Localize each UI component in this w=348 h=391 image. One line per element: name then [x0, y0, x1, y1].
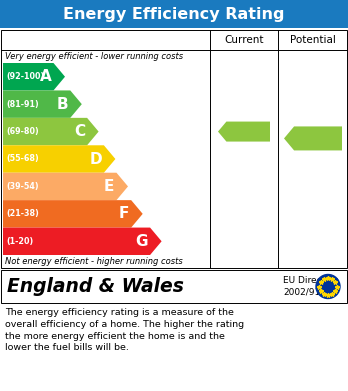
- Text: (39-54): (39-54): [6, 182, 39, 191]
- Text: Energy Efficiency Rating: Energy Efficiency Rating: [63, 7, 285, 22]
- Text: (1-20): (1-20): [6, 237, 33, 246]
- Polygon shape: [3, 90, 82, 118]
- Bar: [0, 0, 348, 28]
- Polygon shape: [3, 145, 116, 173]
- Text: (92-100): (92-100): [6, 72, 44, 81]
- Polygon shape: [3, 63, 65, 90]
- Text: A: A: [40, 69, 52, 84]
- Text: Very energy efficient - lower running costs: Very energy efficient - lower running co…: [5, 52, 183, 61]
- Text: 73: 73: [235, 124, 256, 139]
- Text: D: D: [89, 151, 102, 167]
- Polygon shape: [218, 122, 270, 142]
- Polygon shape: [3, 200, 143, 228]
- Polygon shape: [3, 118, 98, 145]
- Text: England & Wales: England & Wales: [7, 277, 184, 296]
- Text: E: E: [104, 179, 114, 194]
- Polygon shape: [284, 126, 342, 151]
- Circle shape: [316, 274, 340, 298]
- Bar: [1, 30, 347, 268]
- Text: (21-38): (21-38): [6, 209, 39, 218]
- Text: (69-80): (69-80): [6, 127, 39, 136]
- Text: G: G: [136, 234, 148, 249]
- Polygon shape: [3, 228, 161, 255]
- Text: Current: Current: [224, 35, 264, 45]
- Text: C: C: [74, 124, 85, 139]
- Polygon shape: [3, 173, 128, 200]
- Text: B: B: [57, 97, 68, 112]
- Text: (55-68): (55-68): [6, 154, 39, 163]
- Text: 78: 78: [303, 129, 326, 147]
- Text: Not energy efficient - higher running costs: Not energy efficient - higher running co…: [5, 257, 183, 266]
- Text: Potential: Potential: [290, 35, 336, 45]
- Text: F: F: [119, 206, 129, 221]
- Text: EU Directive
2002/91/EC: EU Directive 2002/91/EC: [283, 276, 339, 297]
- Text: (81-91): (81-91): [6, 100, 39, 109]
- Bar: [1, 270, 347, 303]
- Text: The energy efficiency rating is a measure of the
overall efficiency of a home. T: The energy efficiency rating is a measur…: [5, 308, 244, 352]
